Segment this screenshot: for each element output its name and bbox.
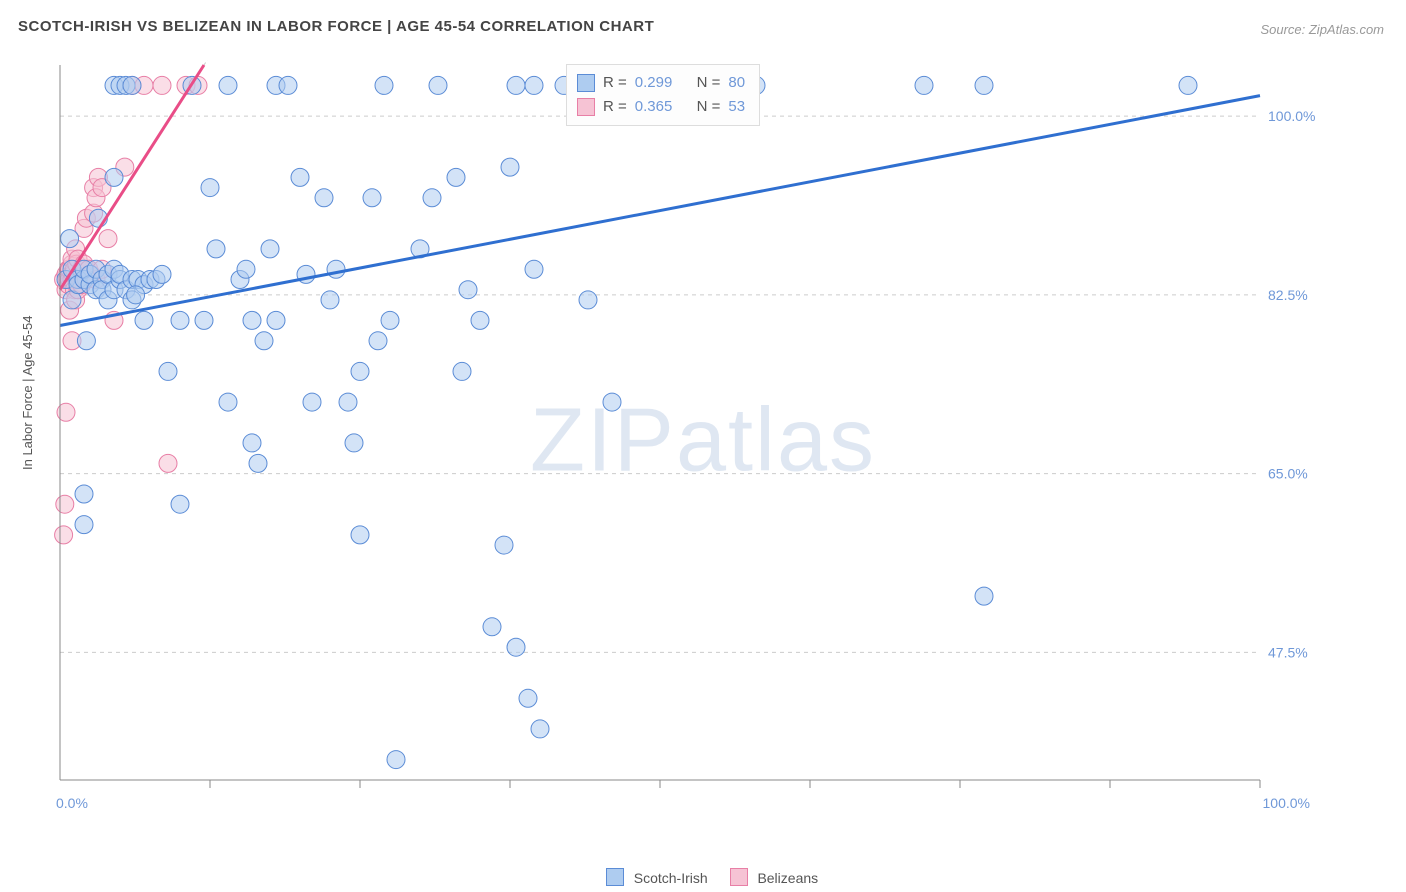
- r-label: R =: [603, 71, 627, 95]
- gridlines: [60, 116, 1260, 652]
- svg-text:100.0%: 100.0%: [1263, 795, 1310, 811]
- svg-text:82.5%: 82.5%: [1268, 287, 1308, 303]
- n-label: N =: [697, 95, 721, 119]
- swatch-pink-icon: [577, 98, 595, 116]
- svg-text:0.0%: 0.0%: [56, 795, 88, 811]
- swatch-blue-icon: [606, 868, 624, 886]
- y-tick-labels: 47.5% 65.0% 82.5% 100.0%: [1268, 108, 1315, 660]
- legend-row-pink: R = 0.365 N = 53: [577, 95, 745, 119]
- n-label: N =: [697, 71, 721, 95]
- swatch-pink-icon: [730, 868, 748, 886]
- swatch-blue-icon: [577, 74, 595, 92]
- svg-text:100.0%: 100.0%: [1268, 108, 1315, 124]
- n-value-blue: 80: [728, 71, 745, 95]
- svg-text:65.0%: 65.0%: [1268, 466, 1308, 482]
- svg-text:47.5%: 47.5%: [1268, 644, 1308, 660]
- series-scotch-irish: [57, 76, 1197, 768]
- legend-label-blue: Scotch-Irish: [634, 870, 708, 886]
- source-label: Source: ZipAtlas.com: [1260, 22, 1384, 37]
- legend-row-blue: R = 0.299 N = 80: [577, 71, 745, 95]
- y-axis-label: In Labor Force | Age 45-54: [20, 316, 35, 470]
- n-value-pink: 53: [728, 95, 745, 119]
- series-legend: Scotch-Irish Belizeans: [0, 868, 1406, 886]
- r-value-pink: 0.365: [635, 95, 673, 119]
- correlation-legend: R = 0.299 N = 80 R = 0.365 N = 53: [566, 64, 760, 126]
- legend-label-pink: Belizeans: [757, 870, 818, 886]
- r-label: R =: [603, 95, 627, 119]
- scatter-plot: 0.0% 100.0% 47.5% 65.0% 82.5% 100.0%: [50, 60, 1320, 820]
- chart-title: SCOTCH-IRISH VS BELIZEAN IN LABOR FORCE …: [18, 18, 654, 35]
- chart-page: SCOTCH-IRISH VS BELIZEAN IN LABOR FORCE …: [0, 0, 1406, 892]
- r-value-blue: 0.299: [635, 71, 673, 95]
